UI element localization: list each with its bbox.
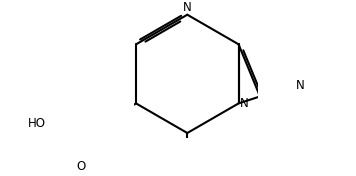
Text: HO: HO <box>28 117 46 130</box>
Text: N: N <box>183 1 192 14</box>
Text: N: N <box>240 97 248 110</box>
Text: O: O <box>77 160 86 173</box>
Text: N: N <box>296 79 304 92</box>
